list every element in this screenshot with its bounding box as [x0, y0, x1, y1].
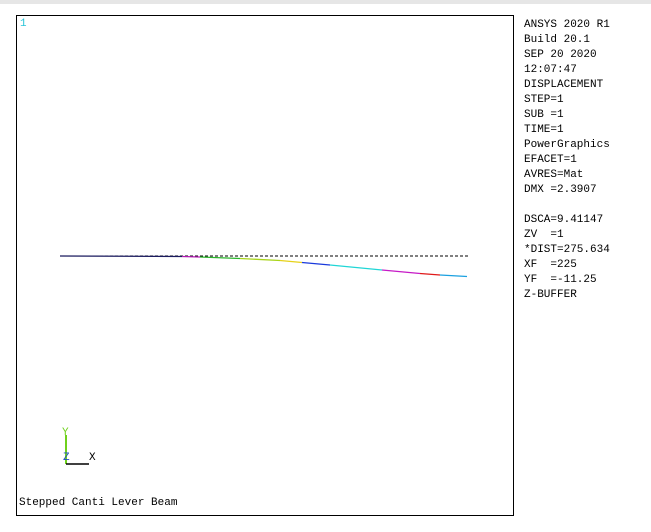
- info-line: Build 20.1: [524, 34, 591, 46]
- beam-segment: [59, 255, 183, 258]
- beam-segment: [181, 255, 201, 258]
- spacer: [524, 198, 610, 213]
- beam-segment: [419, 272, 441, 276]
- info-line: SEP 20 2020: [524, 49, 597, 61]
- beam-segment: [239, 257, 281, 262]
- info-line: PowerGraphics: [524, 139, 610, 151]
- info-line: AVRES=Mat: [524, 169, 584, 181]
- triad-x-label: X: [89, 452, 96, 464]
- triad-z-label: Z: [63, 452, 70, 464]
- beam-segment: [329, 264, 383, 271]
- info-line: ANSYS 2020 R1: [524, 19, 610, 31]
- beam-segment: [381, 269, 421, 275]
- info-line: 12:07:47: [524, 64, 577, 76]
- beam-segment: [439, 274, 468, 278]
- viewport: 1 Y Z X Stepped Canti Lever Beam: [16, 15, 514, 516]
- beam-segment: [279, 259, 303, 264]
- window-number: 1: [20, 18, 27, 30]
- info-line: YF =-11.25: [524, 274, 597, 286]
- info-panel: ANSYS 2020 R1 Build 20.1 SEP 20 2020 12:07:…: [524, 18, 610, 303]
- info-line: SUB =1: [524, 109, 564, 121]
- info-line: XF =225: [524, 259, 577, 271]
- info-line: Z-BUFFER: [524, 289, 577, 301]
- deformed-beam: [59, 255, 468, 278]
- info-line: EFACET=1: [524, 154, 577, 166]
- info-line: DISPLACEMENT: [524, 79, 604, 91]
- beam-segment: [301, 261, 331, 266]
- info-line: DSCA=9.41147: [524, 214, 604, 226]
- info-line: *DIST=275.634: [524, 244, 610, 256]
- info-line: ZV =1: [524, 229, 564, 241]
- plot-title: Stepped Canti Lever Beam: [19, 497, 178, 509]
- info-line: TIME=1: [524, 124, 564, 136]
- info-line: STEP=1: [524, 94, 564, 106]
- graphics-frame: [16, 15, 514, 516]
- beam-segment: [199, 256, 241, 260]
- triad-y-label: Y: [62, 427, 69, 439]
- info-line: DMX =2.3907: [524, 184, 597, 196]
